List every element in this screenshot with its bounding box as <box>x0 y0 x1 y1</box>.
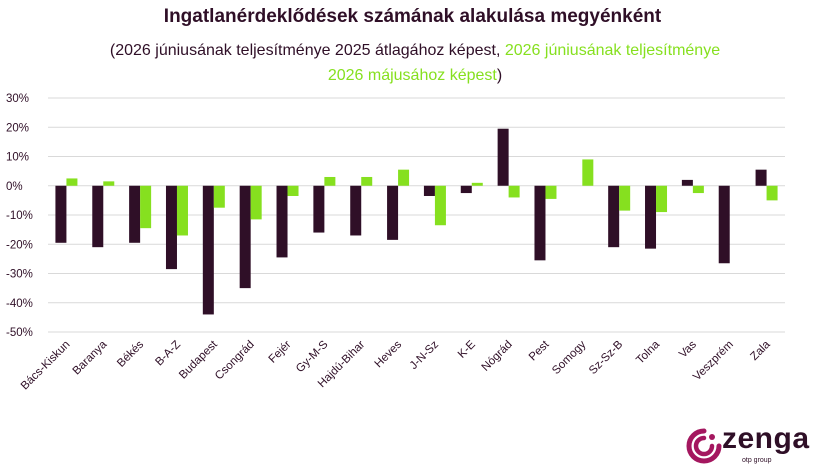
bar <box>656 185 668 213</box>
bar <box>582 159 594 186</box>
bar <box>66 178 78 186</box>
subtitle-part1: (2026 júniusának teljesítménye 2025 átla… <box>109 42 505 59</box>
bar <box>287 185 299 196</box>
bar <box>202 185 214 315</box>
x-tick-label: Pest <box>527 338 552 363</box>
y-tick-label: 0% <box>6 181 23 193</box>
bar <box>324 176 336 186</box>
bar <box>718 185 730 264</box>
y-tick-label: -20% <box>6 239 33 251</box>
bar <box>140 185 152 229</box>
bar <box>545 185 557 199</box>
bar <box>645 185 657 249</box>
x-tick-label: Heves <box>373 338 405 370</box>
y-tick-label: 30% <box>6 93 29 105</box>
x-tick-label: Sz-Sz-B <box>587 338 626 377</box>
bar <box>434 185 446 226</box>
x-tick-label: Békés <box>115 338 146 369</box>
x-tick-label: Baranya <box>71 338 110 377</box>
x-tick-label: Csongrád <box>213 339 257 383</box>
x-tick-label: Bács-Kiskun <box>19 339 73 393</box>
zenga-logo: zenga otp group <box>684 422 824 470</box>
bar <box>423 185 435 196</box>
x-tick-label: Nógrád <box>480 339 515 374</box>
y-tick-label: 20% <box>6 122 29 134</box>
bar <box>92 185 104 248</box>
bar <box>276 185 288 258</box>
bar <box>387 185 399 240</box>
bar <box>361 176 373 186</box>
bar <box>608 185 620 248</box>
x-tick-label: Somogy <box>550 338 588 376</box>
x-tick-label: J-N-Sz <box>408 338 442 372</box>
bar <box>692 185 704 194</box>
bar <box>681 179 693 186</box>
bar <box>619 185 631 211</box>
bar <box>398 169 410 186</box>
x-tick-label: Veszprém <box>691 339 736 384</box>
bar <box>471 182 483 186</box>
logo-text: zenga <box>722 422 810 455</box>
bar <box>250 185 262 220</box>
y-tick-label: -40% <box>6 298 33 310</box>
y-tick-label: 10% <box>6 152 29 164</box>
x-tick-label: K-E <box>456 338 478 360</box>
bar <box>534 185 546 261</box>
x-tick-label: B-A-Z <box>153 339 183 369</box>
subtitle-part3: ) <box>496 67 503 84</box>
bar <box>766 185 778 201</box>
bar <box>129 185 141 243</box>
x-tick-label: Vas <box>677 338 699 360</box>
y-tick-label: -10% <box>6 210 33 222</box>
chart-title: Ingatlanérdeklődések számának alakulása … <box>163 6 662 27</box>
bar <box>755 169 767 186</box>
bar <box>350 185 362 236</box>
logo-subtext: otp group <box>742 457 772 464</box>
x-tick-label: Fejér <box>267 339 294 366</box>
chart-subtitle: (2026 júniusának teljesítménye 2025 átla… <box>95 38 735 88</box>
zenga-swirl-icon <box>686 428 722 464</box>
bar <box>508 185 520 198</box>
bar <box>213 185 225 208</box>
bar <box>165 185 177 270</box>
x-tick-label: Tolna <box>634 338 662 366</box>
bar <box>55 185 67 243</box>
y-tick-label: -30% <box>6 269 33 281</box>
bar <box>460 185 472 194</box>
y-tick-label: -50% <box>6 327 33 339</box>
subtitle-part2: 2026 júniusának teljesítménye 2026 május… <box>327 42 721 84</box>
bar <box>176 185 188 236</box>
x-tick-label: Zala <box>748 338 773 363</box>
bar <box>313 185 325 233</box>
bar <box>103 181 115 186</box>
bar <box>239 185 251 289</box>
bar <box>497 128 509 186</box>
x-tick-label: Gy-M-S <box>294 338 331 375</box>
